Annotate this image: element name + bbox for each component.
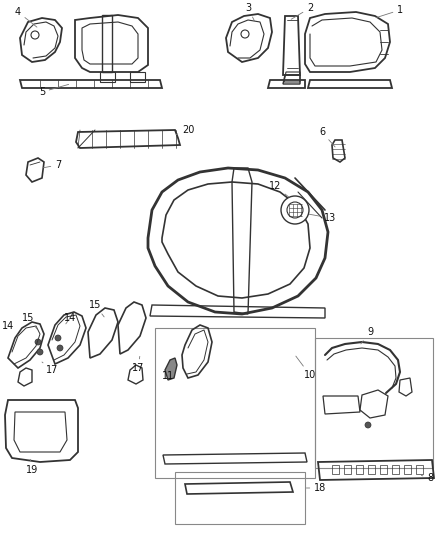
Text: 14: 14 <box>2 321 19 335</box>
Text: 17: 17 <box>132 357 144 373</box>
Circle shape <box>37 349 43 355</box>
Text: 20: 20 <box>177 125 194 135</box>
Text: 15: 15 <box>22 313 37 329</box>
Text: 2: 2 <box>291 3 313 19</box>
Circle shape <box>35 339 41 345</box>
Text: 14: 14 <box>64 313 76 324</box>
Text: 1: 1 <box>376 5 403 18</box>
Text: 18: 18 <box>307 483 326 493</box>
Text: 12: 12 <box>269 181 289 197</box>
Text: 11: 11 <box>162 367 175 381</box>
Text: 17: 17 <box>42 362 58 375</box>
Text: 15: 15 <box>89 300 104 317</box>
Circle shape <box>55 335 61 341</box>
Text: 4: 4 <box>15 7 37 27</box>
Text: 3: 3 <box>245 3 254 21</box>
Text: 10: 10 <box>296 356 316 380</box>
Text: 5: 5 <box>39 84 69 97</box>
Text: 8: 8 <box>421 473 433 483</box>
Circle shape <box>365 422 371 428</box>
Circle shape <box>57 345 63 351</box>
Polygon shape <box>165 358 177 380</box>
Text: 7: 7 <box>43 160 61 170</box>
Text: 13: 13 <box>309 213 336 223</box>
Text: 6: 6 <box>319 127 335 147</box>
Circle shape <box>281 196 309 224</box>
Text: 19: 19 <box>26 459 38 475</box>
Text: 9: 9 <box>361 327 373 344</box>
